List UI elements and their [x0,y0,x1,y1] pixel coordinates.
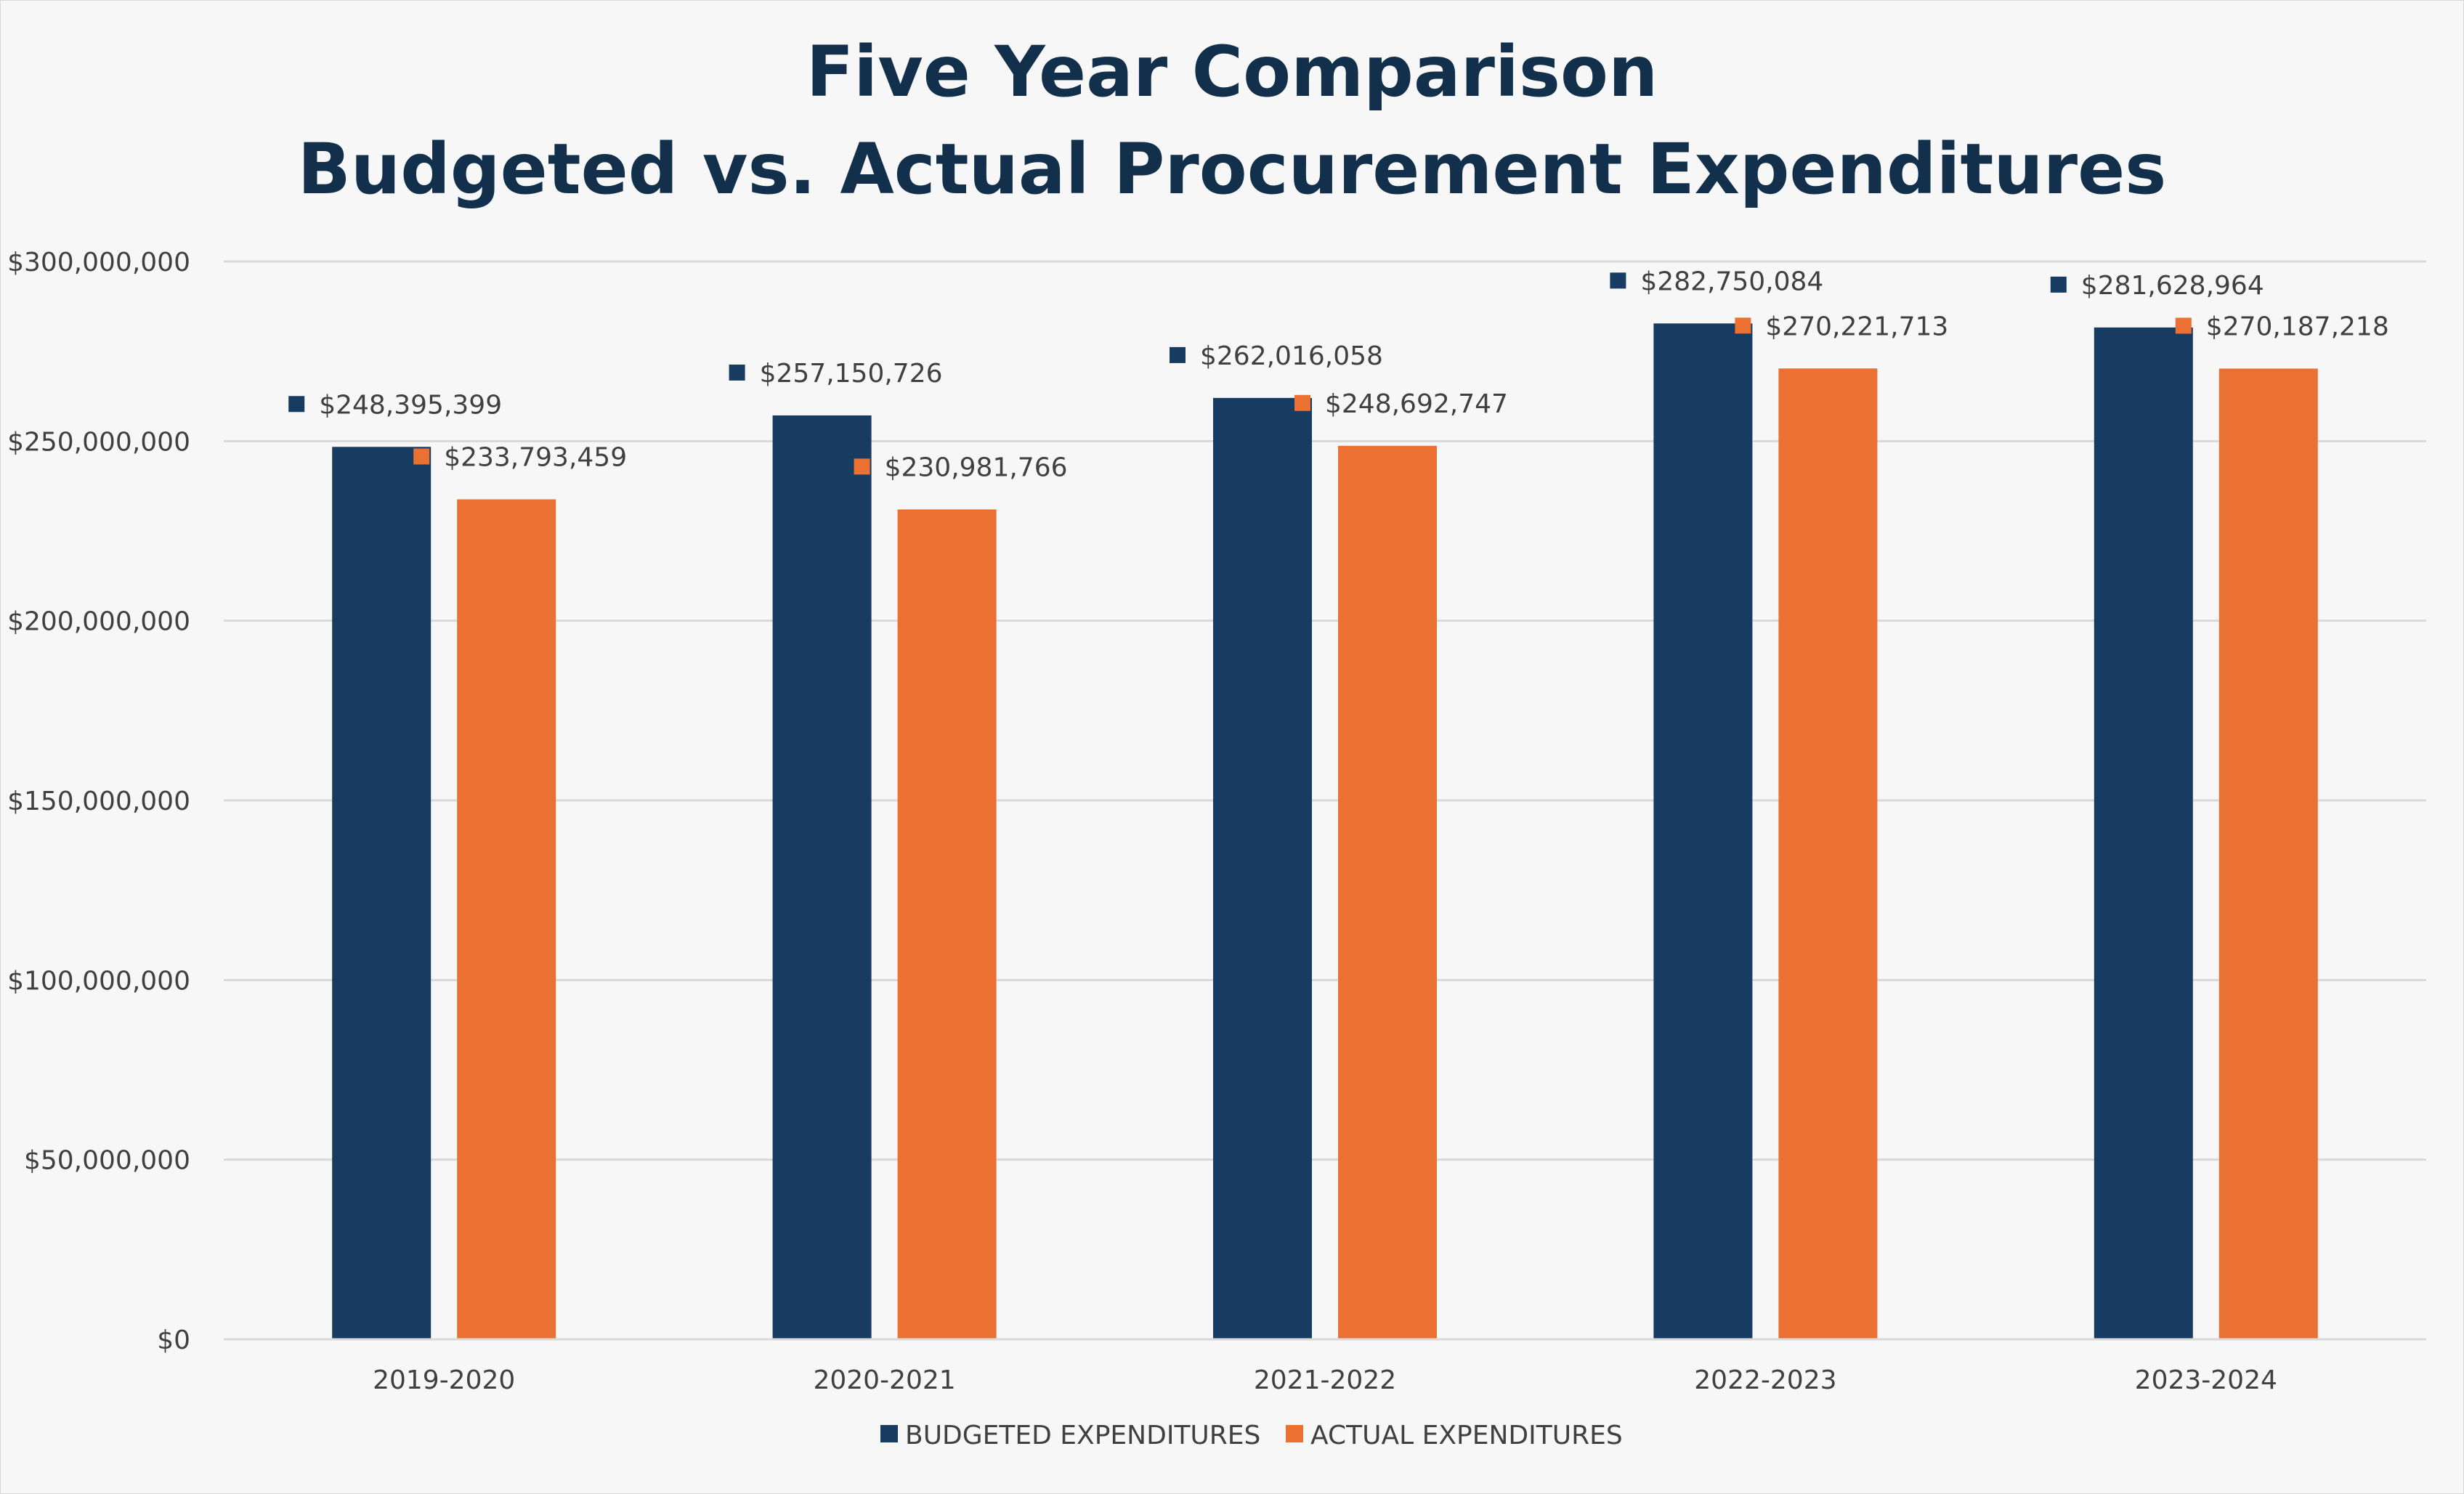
x-tick-label: 2021-2022 [1254,1365,1396,1395]
y-tick-label: $200,000,000 [7,607,190,637]
bar-budgeted [2094,327,2193,1340]
data-label: $257,150,726 [760,359,943,389]
bar-budgeted [332,447,431,1339]
bar-budgeted [1213,397,1312,1339]
data-label: $281,628,964 [2081,271,2264,301]
data-label: $233,793,459 [444,443,627,473]
data-label: $270,221,713 [1765,312,1948,341]
data-label: $270,187,218 [2206,312,2389,341]
bar-budgeted [772,415,872,1339]
data-label: $230,981,766 [885,452,1068,482]
y-tick-label: $50,000,000 [24,1146,190,1176]
data-label-key [1735,317,1751,334]
data-label-key [288,396,305,413]
y-axis: $0 $50,000,000 $100,000,000 $150,000,000 $20… [7,248,190,1355]
data-label-key [2050,276,2067,293]
y-tick-label: $300,000,000 [7,248,190,277]
y-tick-label: $0 [157,1325,190,1355]
bar-actual [2218,368,2318,1340]
data-label-key [413,448,430,465]
data-label: $248,395,399 [319,390,502,420]
legend-key-budgeted [880,1425,898,1442]
data-label-key [2175,317,2192,334]
legend-label-budgeted: BUDGETED EXPENDITURES [905,1421,1260,1450]
x-tick-label: 2020-2021 [813,1365,955,1395]
x-axis: 2019-2020 2020-2021 2021-2022 2022-2023 2023… [224,1338,2426,1395]
data-label-key [1610,272,1626,289]
chart-title-line-2: Budgeted vs. Actual Procurement Expendit… [298,129,2167,210]
x-tick-label: 2023-2024 [2135,1365,2277,1395]
legend-label-actual: ACTUAL EXPENDITURES [1310,1421,1623,1450]
data-label-key [1170,346,1186,363]
chart-title-line-1: Five Year Comparison [806,31,1658,113]
data-label-key [729,364,745,381]
bars: $248,395,399 $233,793,459 $257,150,726 $230… [288,267,2389,1340]
y-tick-label: $250,000,000 [7,427,190,457]
chart-title: Five Year Comparison Budgeted vs. Actual… [298,31,2167,210]
data-label: $262,016,058 [1200,341,1383,371]
bar-actual [1338,445,1437,1340]
bar-actual [897,509,997,1340]
x-tick-label: 2022-2023 [1694,1365,1836,1395]
bar-budgeted [1653,323,1753,1339]
y-tick-label: $150,000,000 [7,787,190,816]
bar-actual [1778,368,1878,1340]
bar-actual [457,499,556,1339]
y-tick-label: $100,000,000 [7,966,190,996]
data-label: $282,750,084 [1640,267,1823,296]
x-tick-label: 2019-2020 [373,1365,515,1395]
legend-key-actual [1286,1425,1303,1442]
legend: BUDGETED EXPENDITURES ACTUAL EXPENDITURES [880,1421,1623,1450]
data-label: $248,692,747 [1325,389,1508,419]
data-label-key [854,458,870,475]
data-label-key [1294,394,1310,411]
